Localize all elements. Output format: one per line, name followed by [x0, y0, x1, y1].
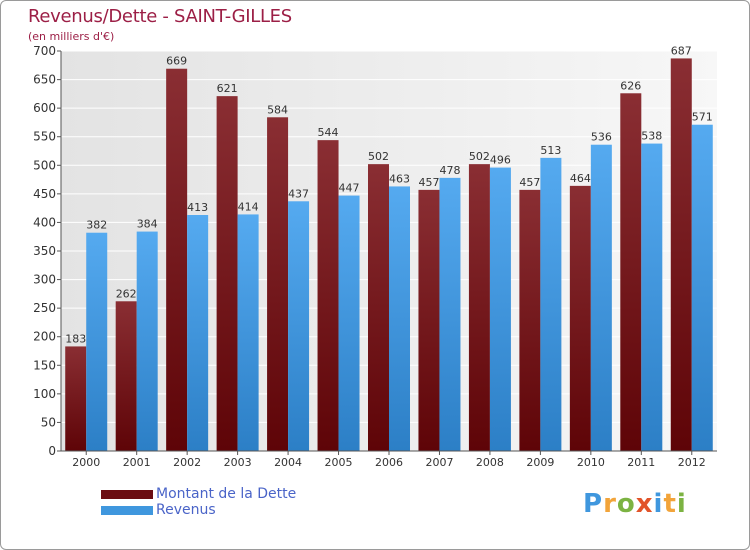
legend-label-revenus: Revenus — [156, 502, 216, 518]
data-label: 536 — [591, 131, 612, 144]
bar-revenus — [691, 124, 713, 451]
data-label: 626 — [620, 79, 641, 92]
bar-dette — [519, 189, 541, 451]
x-tick-label: 2002 — [173, 456, 201, 469]
x-tick-label: 2007 — [425, 456, 453, 469]
y-tick-label: 300 — [33, 273, 56, 287]
bar-dette — [267, 117, 289, 452]
x-tick-label: 2000 — [72, 456, 100, 469]
data-label: 496 — [490, 154, 511, 167]
logo-letter: t — [663, 489, 677, 519]
proxiti-logo: Proxiti — [583, 489, 687, 519]
data-label: 621 — [217, 82, 238, 95]
bar-dette — [115, 301, 137, 451]
y-tick-label: 250 — [33, 301, 56, 315]
data-label: 262 — [116, 287, 137, 300]
bar-revenus — [641, 143, 663, 452]
y-tick-label: 400 — [33, 215, 56, 229]
data-label: 384 — [137, 218, 158, 231]
data-label: 413 — [187, 201, 208, 214]
data-label: 382 — [86, 219, 107, 232]
data-label: 447 — [339, 182, 360, 195]
bar-revenus — [187, 215, 209, 451]
data-label: 571 — [692, 111, 713, 124]
data-label: 669 — [166, 55, 187, 68]
x-tick-label: 2001 — [123, 456, 151, 469]
bar-revenus — [86, 232, 108, 451]
x-tick-label: 2011 — [627, 456, 655, 469]
data-label: 584 — [267, 103, 288, 116]
data-label: 544 — [318, 126, 339, 139]
bar-dette — [166, 68, 188, 451]
data-label: 463 — [389, 172, 410, 185]
bar-revenus — [590, 144, 612, 451]
y-tick-label: 0 — [48, 444, 56, 458]
y-tick-label: 100 — [33, 387, 56, 401]
legend-swatch-debt — [101, 490, 153, 499]
x-tick-label: 2003 — [224, 456, 252, 469]
y-tick-label: 500 — [33, 158, 56, 172]
legend-label-debt: Montant de la Dette — [156, 486, 297, 502]
bar-dette — [65, 346, 87, 451]
chart-subtitle: (en milliers d'€) — [28, 30, 115, 43]
y-tick-label: 600 — [33, 101, 56, 115]
logo-letter: r — [603, 489, 617, 519]
bar-revenus — [540, 157, 562, 451]
data-label: 464 — [570, 172, 591, 185]
y-tick-label: 550 — [33, 130, 56, 144]
x-tick-label: 2004 — [274, 456, 302, 469]
y-tick-label: 50 — [41, 415, 56, 429]
data-label: 502 — [469, 150, 490, 163]
bar-dette — [418, 189, 440, 451]
bar-revenus — [389, 186, 410, 451]
chart-title: Revenus/Dette - SAINT-GILLES — [28, 6, 292, 27]
y-tick-label: 450 — [33, 187, 56, 201]
data-label: 414 — [238, 200, 259, 213]
data-label: 478 — [439, 164, 460, 177]
data-label: 457 — [519, 176, 540, 189]
bar-dette — [368, 164, 389, 451]
bar-dette — [468, 164, 490, 451]
x-tick-label: 2009 — [526, 456, 554, 469]
bar-dette — [569, 185, 591, 451]
bar-revenus — [237, 214, 259, 451]
bar-dette — [670, 58, 692, 452]
x-tick-label: 2005 — [325, 456, 353, 469]
bar-revenus — [338, 195, 360, 451]
bar-dette — [317, 140, 339, 451]
data-label: 183 — [65, 332, 86, 345]
logo-letter: o — [616, 489, 636, 519]
y-tick-label: 700 — [33, 44, 56, 58]
logo-letter: x — [635, 489, 654, 519]
y-tick-label: 150 — [33, 358, 56, 372]
y-tick-label: 200 — [33, 330, 56, 344]
data-label: 687 — [671, 44, 692, 57]
y-tick-label: 350 — [33, 244, 56, 258]
bar-revenus — [439, 177, 461, 451]
data-label: 538 — [641, 130, 662, 143]
bar-dette — [620, 93, 642, 452]
logo-letter: i — [653, 489, 664, 519]
bar-revenus — [136, 231, 158, 451]
data-label: 437 — [288, 187, 309, 200]
data-label: 502 — [368, 150, 389, 163]
y-tick-label: 650 — [33, 73, 56, 87]
bar-revenus — [288, 201, 310, 451]
bar-dette — [216, 96, 238, 452]
x-tick-label: 2006 — [375, 456, 403, 469]
x-tick-label: 2008 — [476, 456, 504, 469]
data-label: 513 — [540, 144, 561, 157]
x-tick-label: 2012 — [678, 456, 706, 469]
logo-letter: P — [583, 489, 604, 519]
x-tick-label: 2010 — [577, 456, 605, 469]
logo-letter: i — [676, 489, 687, 519]
data-label: 457 — [418, 176, 439, 189]
legend-swatch-revenus — [101, 506, 153, 515]
bar-revenus — [489, 167, 511, 452]
